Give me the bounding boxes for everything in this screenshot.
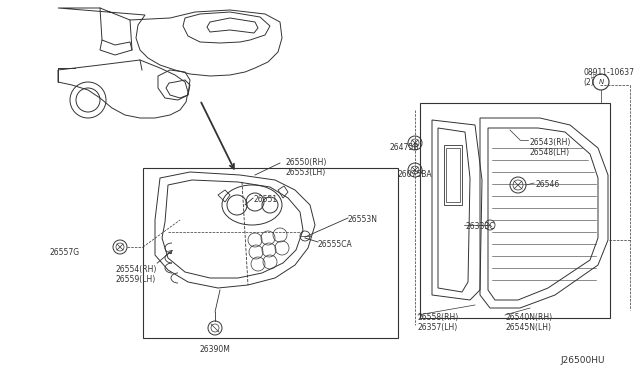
Text: 26551: 26551 <box>253 195 277 204</box>
Text: 26075BA: 26075BA <box>398 170 433 179</box>
Text: 26558(RH)
26357(LH): 26558(RH) 26357(LH) <box>418 313 460 333</box>
Text: 26554(RH)
26559(LH): 26554(RH) 26559(LH) <box>115 265 156 285</box>
Text: N: N <box>598 79 604 85</box>
Text: J26500HU: J26500HU <box>560 356 605 365</box>
Text: 26555CA: 26555CA <box>318 240 353 249</box>
Text: Ⓝ: Ⓝ <box>590 72 594 78</box>
Text: 26333C: 26333C <box>466 222 495 231</box>
Text: 26557G: 26557G <box>50 248 80 257</box>
Text: 26540N(RH)
26545N(LH): 26540N(RH) 26545N(LH) <box>505 313 552 333</box>
Text: 26546: 26546 <box>536 180 560 189</box>
Text: 26543(RH)
26548(LH): 26543(RH) 26548(LH) <box>530 138 572 157</box>
Bar <box>143 168 398 338</box>
Text: 26550(RH)
26553(LH): 26550(RH) 26553(LH) <box>285 158 326 177</box>
Text: 08911-10637
(2): 08911-10637 (2) <box>583 68 634 87</box>
Text: 26390M: 26390M <box>200 345 230 354</box>
Text: 26553N: 26553N <box>348 215 378 224</box>
Text: 26475B: 26475B <box>390 143 419 152</box>
Bar <box>420 103 610 318</box>
